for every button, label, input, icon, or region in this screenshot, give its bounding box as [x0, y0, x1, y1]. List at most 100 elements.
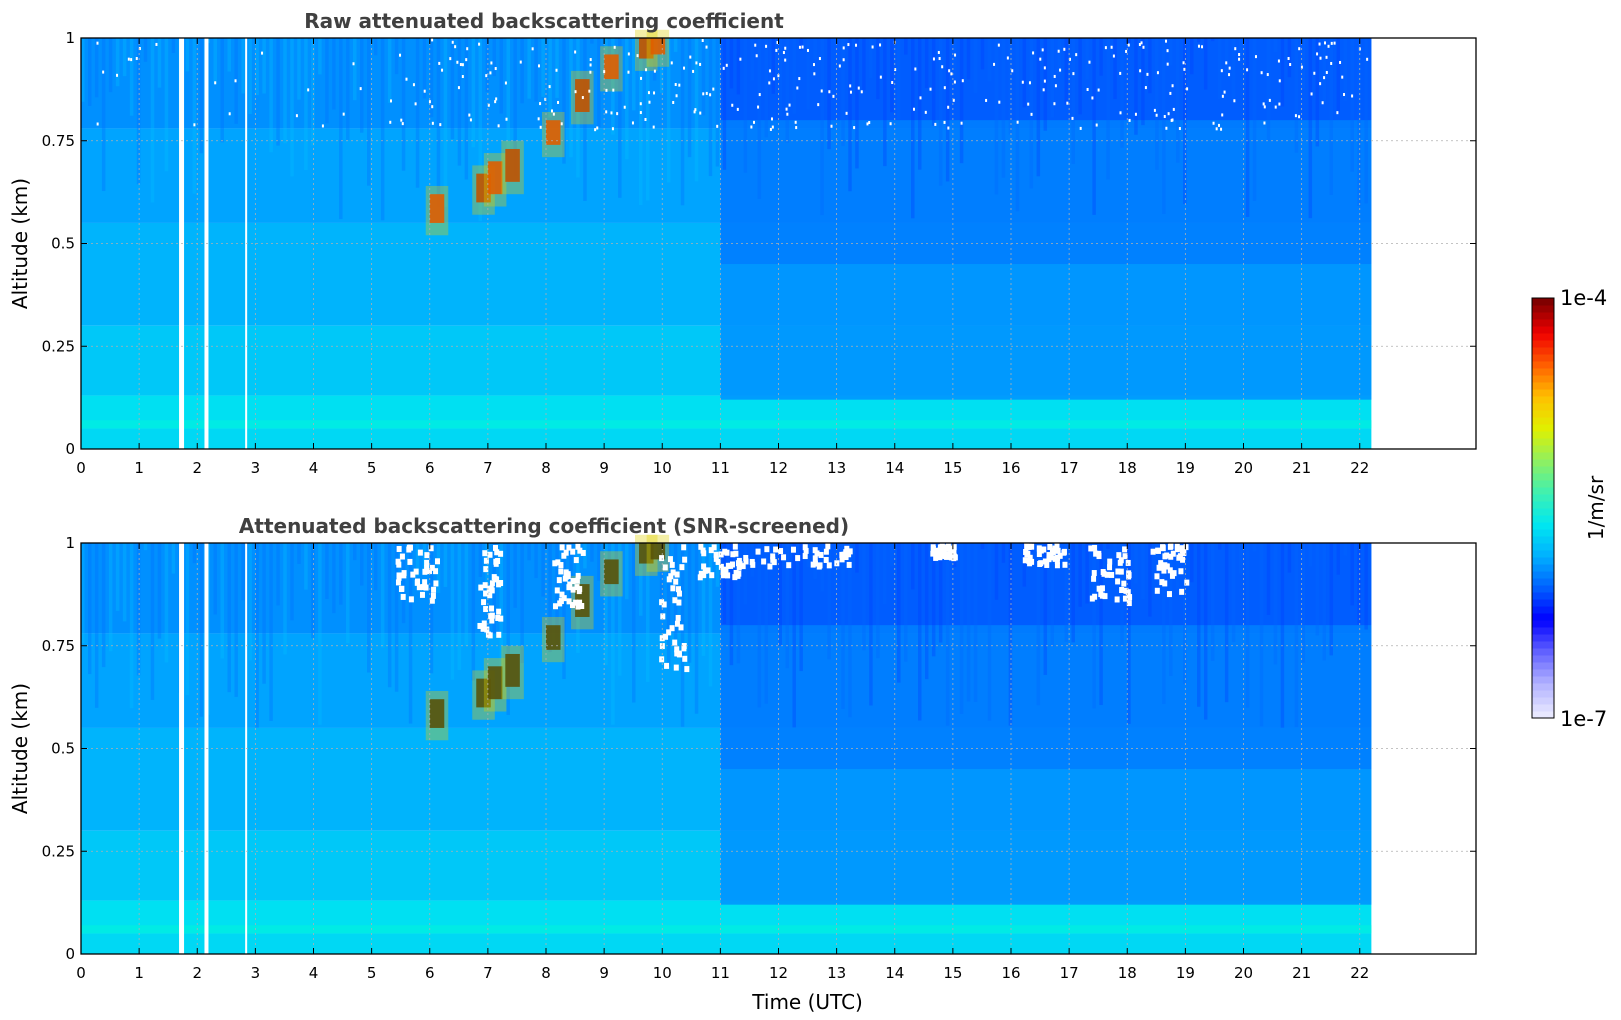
- noise-column: [227, 38, 231, 72]
- noise-dot: [1325, 55, 1328, 59]
- noise-column: [799, 543, 803, 672]
- noise-column: [129, 38, 134, 116]
- screened-cell: [669, 561, 675, 568]
- screened-cell: [577, 547, 583, 554]
- colorbar-segment: [1532, 326, 1554, 334]
- screened-cell: [668, 573, 674, 580]
- noise-column: [450, 38, 455, 140]
- screened-cell: [1089, 595, 1095, 602]
- noise-column: [1329, 38, 1334, 195]
- noise-dot: [557, 100, 560, 104]
- screened-cell: [1022, 557, 1028, 564]
- noise-column: [360, 38, 364, 133]
- noise-column: [401, 38, 406, 171]
- noise-dot: [1260, 71, 1263, 75]
- noise-dot: [636, 54, 639, 58]
- x-tick-label: 16: [1001, 964, 1020, 982]
- noise-column: [1176, 543, 1180, 589]
- screened-cell: [1047, 543, 1053, 550]
- x-tick-label: 4: [309, 964, 319, 982]
- screened-cell: [1166, 591, 1172, 598]
- noise-column: [1043, 543, 1048, 675]
- colorbar-segment: [1532, 368, 1554, 376]
- screened-cell: [663, 633, 669, 640]
- noise-dot: [616, 112, 619, 116]
- noise-column: [276, 543, 280, 606]
- noise-dot: [389, 99, 392, 103]
- noise-dot: [228, 112, 231, 116]
- noise-dot: [1277, 59, 1280, 63]
- noise-column: [1134, 543, 1138, 584]
- colorbar-segment: [1532, 452, 1554, 460]
- noise-dot: [505, 117, 508, 121]
- screened-cell: [1118, 568, 1124, 575]
- screened-cell: [661, 601, 667, 608]
- noise-column: [213, 38, 218, 84]
- noise-column: [346, 38, 350, 140]
- screened-cell: [786, 562, 792, 569]
- noise-column: [911, 38, 915, 219]
- noise-column: [1120, 543, 1124, 646]
- screened-cell: [843, 549, 849, 556]
- noise-column: [1120, 38, 1124, 148]
- plume-halo: [483, 658, 507, 712]
- noise-column: [569, 543, 573, 605]
- noise-column: [220, 38, 224, 143]
- noise-column: [890, 38, 894, 113]
- screened-cell: [951, 544, 957, 551]
- noise-dot: [784, 46, 787, 50]
- noise-column: [380, 543, 385, 648]
- plume-mark: [487, 161, 503, 195]
- noise-column: [157, 38, 162, 88]
- screened-cell: [736, 570, 742, 577]
- noise-column: [506, 543, 510, 715]
- noise-dot: [438, 61, 441, 65]
- screened-cell: [684, 666, 690, 673]
- noise-column: [185, 38, 190, 72]
- noise-dot: [722, 66, 725, 70]
- noise-column: [1294, 543, 1299, 728]
- noise-column: [255, 543, 259, 728]
- screened-cell: [839, 556, 845, 563]
- screened-cell: [574, 584, 580, 591]
- noise-dot: [934, 122, 937, 126]
- screened-cell: [559, 544, 565, 551]
- noise-dot: [1217, 123, 1220, 127]
- screened-cell: [682, 556, 688, 563]
- noise-column: [380, 38, 385, 221]
- screened-cell: [574, 577, 580, 584]
- noise-column: [659, 38, 664, 94]
- screened-cell: [573, 557, 579, 564]
- screened-cell: [408, 596, 414, 603]
- noise-column: [1176, 38, 1180, 163]
- screened-cell: [705, 567, 711, 574]
- noise-column: [918, 543, 922, 721]
- screened-cell: [426, 568, 432, 575]
- noise-dot: [1144, 86, 1147, 90]
- noise-dot: [1169, 91, 1172, 95]
- noise-dot: [919, 96, 922, 100]
- screened-cell: [1107, 564, 1113, 571]
- noise-column: [1238, 38, 1243, 56]
- noise-column: [764, 543, 769, 704]
- screened-cell: [1167, 567, 1173, 574]
- noise-dot: [693, 110, 696, 114]
- screened-cell: [1046, 552, 1052, 559]
- noise-column: [408, 543, 413, 724]
- noise-dot: [1254, 55, 1257, 59]
- noise-dot: [997, 43, 1000, 47]
- noise-dot: [1318, 42, 1321, 46]
- noise-column: [1050, 38, 1055, 118]
- noise-column: [534, 543, 538, 579]
- noise-column: [680, 38, 685, 206]
- screened-cell: [1044, 561, 1050, 568]
- noise-dot: [1266, 73, 1269, 77]
- noise-column: [813, 38, 817, 60]
- noise-dot: [352, 62, 355, 66]
- noise-column: [1224, 543, 1229, 703]
- noise-column: [618, 38, 622, 198]
- screened-cell: [570, 548, 576, 555]
- noise-column: [1085, 38, 1089, 80]
- screened-cell: [433, 580, 439, 587]
- screened-cell: [1115, 578, 1121, 585]
